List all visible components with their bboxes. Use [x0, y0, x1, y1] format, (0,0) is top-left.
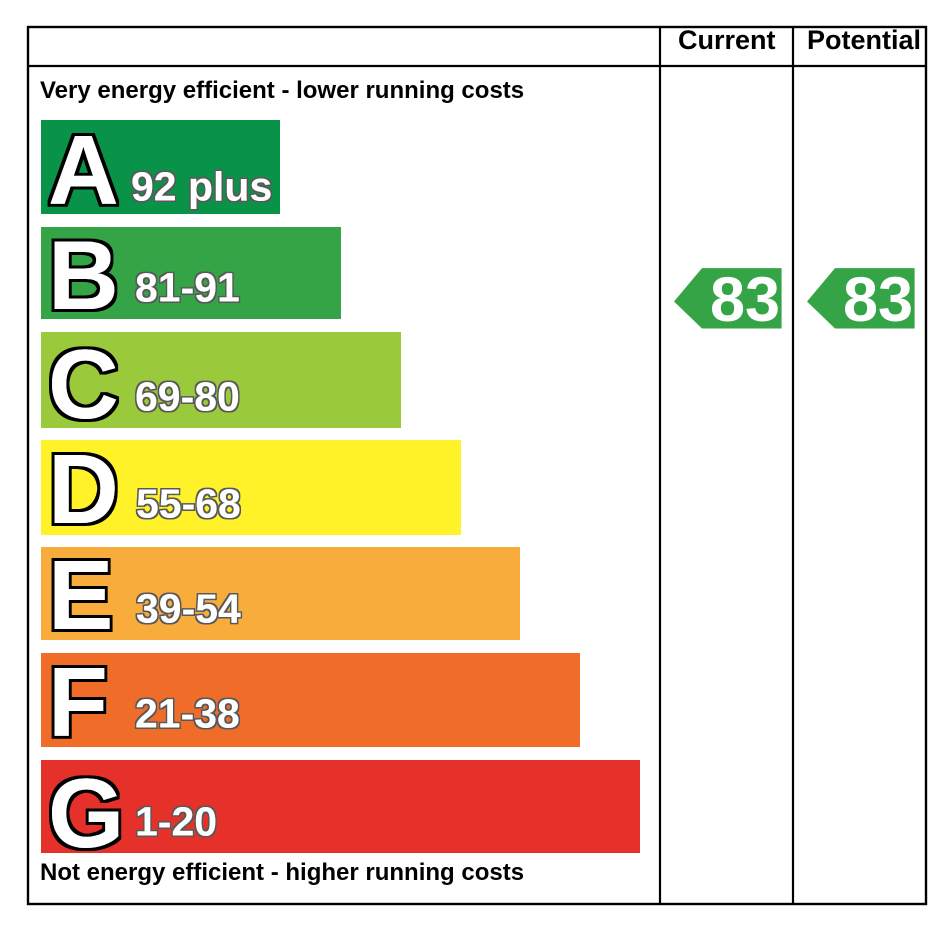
svg-text:1-20: 1-20 [135, 799, 217, 845]
svg-text:C: C [48, 329, 119, 439]
svg-text:Current: Current [678, 25, 776, 55]
svg-text:E: E [48, 540, 113, 650]
svg-text:A: A [48, 115, 119, 225]
svg-text:B: B [48, 220, 119, 330]
svg-text:39-54: 39-54 [136, 586, 241, 632]
svg-text:G: G [48, 758, 124, 868]
svg-text:Potential: Potential [807, 25, 921, 55]
svg-text:83: 83 [710, 265, 780, 335]
svg-text:92 plus: 92 plus [131, 164, 272, 210]
svg-text:55-68: 55-68 [136, 481, 241, 527]
svg-text:Very energy efficient - lower: Very energy efficient - lower running co… [40, 77, 524, 104]
svg-text:21-38: 21-38 [135, 691, 240, 737]
svg-text:69-80: 69-80 [135, 374, 240, 420]
svg-text:81-91: 81-91 [135, 264, 240, 310]
svg-text:F: F [48, 647, 108, 757]
svg-text:D: D [48, 434, 119, 544]
svg-text:83: 83 [843, 265, 913, 335]
